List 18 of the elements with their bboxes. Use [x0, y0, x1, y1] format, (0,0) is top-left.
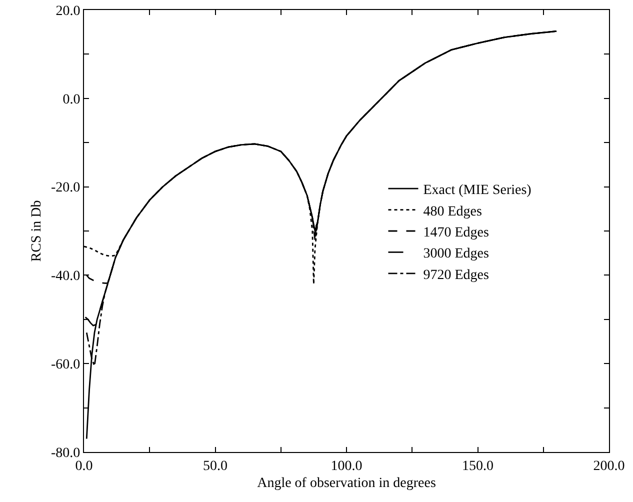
- legend-label: 9720 Edges: [423, 268, 489, 283]
- x-tick-label: 0.0: [75, 458, 93, 474]
- x-tick-label: 150.0: [462, 458, 494, 474]
- y-tick-label: -20.0: [51, 180, 80, 196]
- legend-label: 480 Edges: [423, 204, 482, 220]
- y-tick-label: -60.0: [51, 358, 80, 372]
- x-tick-label: 200.0: [593, 458, 625, 474]
- y-tick-label: -80.0: [51, 446, 80, 461]
- y-axis-title: RCS in Db: [30, 200, 45, 262]
- x-tick-label: 50.0: [203, 458, 228, 474]
- y-tick-label: 20.0: [56, 4, 80, 19]
- y-tick-label: -40.0: [51, 269, 80, 284]
- legend-label: 1470 Edges: [423, 225, 489, 240]
- x-tick-label: 100.0: [330, 458, 362, 474]
- y-tick-label: 0.0: [62, 92, 80, 108]
- legend-label: 3000 Edges: [423, 246, 489, 262]
- x-axis-title: Angle of observation in degrees: [257, 476, 436, 492]
- legend-label: Exact (MIE Series): [423, 183, 532, 198]
